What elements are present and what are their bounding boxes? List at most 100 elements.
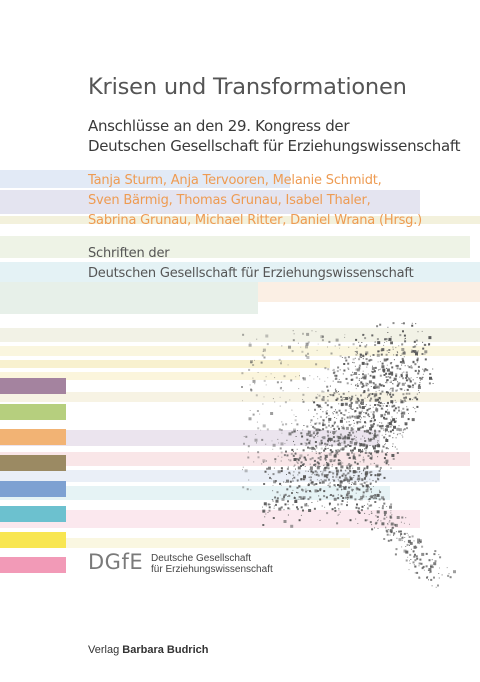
- speckle-dot: [311, 446, 315, 450]
- speckle-dot: [412, 360, 415, 363]
- speckle-dot: [361, 499, 363, 501]
- speckle-dot: [359, 355, 362, 358]
- speckle-dot: [373, 395, 376, 398]
- speckle-dot: [370, 411, 372, 413]
- speckle-dot: [310, 424, 312, 426]
- speckle-dot: [264, 470, 267, 473]
- speckle-dot: [402, 360, 405, 363]
- speckle-dot: [265, 505, 267, 507]
- speckle-dot: [348, 424, 351, 427]
- speckle-dot: [349, 441, 351, 442]
- speckle-dot: [390, 336, 392, 338]
- speckle-dot: [326, 410, 328, 412]
- speckle-dot: [408, 536, 411, 538]
- speckle-dot: [320, 439, 323, 442]
- speckle-dot: [374, 344, 377, 346]
- speckle-dot: [397, 406, 400, 409]
- speckle-dot: [245, 435, 248, 438]
- speckle-dot: [329, 449, 332, 452]
- speckle-dot: [280, 460, 282, 462]
- speckle-dot: [386, 452, 388, 453]
- speckle-dot: [330, 406, 333, 409]
- speckle-dot: [315, 363, 318, 366]
- speckle-dot: [337, 459, 340, 462]
- speckle-dot: [387, 376, 389, 378]
- speckle-dot: [356, 414, 358, 416]
- speckle-dot: [350, 429, 353, 432]
- speckle-dot: [347, 454, 349, 456]
- speckle-dot: [352, 371, 353, 373]
- speckle-dot: [336, 473, 339, 476]
- speckle-dot: [333, 411, 335, 412]
- speckle-dot: [391, 387, 394, 390]
- speckle-dot: [334, 389, 336, 391]
- speckle-dot: [272, 443, 276, 447]
- speckle-dot: [351, 415, 354, 418]
- speckle-dot: [438, 573, 440, 574]
- speckle-dot: [374, 341, 376, 343]
- speckle-dot: [327, 441, 329, 443]
- speckle-dot: [345, 496, 347, 499]
- speckle-dot: [400, 535, 401, 537]
- speckle-dot: [378, 443, 379, 445]
- speckle-dot: [338, 427, 340, 430]
- speckle-dot: [388, 340, 390, 341]
- speckle-dot: [334, 345, 336, 347]
- speckle-dot: [320, 471, 322, 473]
- speckle-dot: [266, 428, 269, 431]
- speckle-dot: [385, 459, 389, 463]
- speckle-dot: [346, 501, 348, 503]
- speckle-dot: [377, 519, 379, 521]
- speckle-dot: [395, 437, 397, 439]
- speckle-dot: [409, 545, 410, 546]
- speckle-dot: [342, 472, 345, 475]
- speckle-dot: [429, 572, 431, 574]
- speckle-dot: [324, 457, 327, 460]
- speckle-dot: [276, 497, 279, 500]
- speckle-dot: [386, 367, 387, 369]
- speckle-dot: [379, 473, 382, 476]
- speckle-dot: [366, 481, 368, 483]
- speckle-dot: [308, 434, 311, 437]
- speckle-dot: [395, 531, 397, 533]
- speckle-dot: [406, 532, 408, 534]
- speckle-dot: [297, 459, 300, 462]
- speckle-dot: [418, 576, 420, 578]
- speckle-dot: [329, 494, 331, 496]
- speckle-dot: [370, 424, 374, 428]
- speckle-dot: [360, 483, 363, 486]
- speckle-dot: [358, 366, 361, 369]
- speckle-dot: [397, 433, 399, 435]
- speckle-dot: [378, 401, 380, 404]
- speckle-dot: [305, 488, 307, 490]
- speckle-dot: [292, 474, 294, 476]
- speckle-dot: [367, 388, 369, 390]
- speckle-dot: [326, 474, 329, 477]
- speckle-dot: [376, 338, 379, 341]
- speckle-dot: [385, 410, 387, 413]
- speckle-dot: [373, 462, 375, 464]
- speckle-dot: [370, 397, 373, 400]
- speckle-dot: [365, 382, 367, 384]
- speckle-dot: [362, 425, 364, 427]
- speckle-dot: [296, 486, 299, 489]
- color-band: [0, 510, 420, 528]
- color-band: [0, 392, 480, 402]
- speckle-dot: [327, 474, 329, 475]
- speckle-dot: [303, 425, 305, 426]
- speckle-dot: [360, 496, 364, 499]
- speckle-dot: [326, 475, 328, 477]
- speckle-dot: [412, 346, 415, 348]
- speckle-dot: [361, 342, 363, 343]
- speckle-dot: [295, 468, 296, 470]
- speckle-dot: [302, 332, 304, 335]
- speckle-dot: [287, 507, 290, 510]
- speckle-dot: [323, 490, 326, 493]
- speckle-dot: [346, 421, 348, 423]
- speckle-dot: [355, 385, 356, 387]
- speckle-dot: [361, 382, 364, 385]
- speckle-dot: [280, 360, 282, 362]
- speckle-dot: [296, 498, 298, 500]
- speckle-dot: [368, 438, 372, 442]
- speckle-dot: [273, 505, 275, 507]
